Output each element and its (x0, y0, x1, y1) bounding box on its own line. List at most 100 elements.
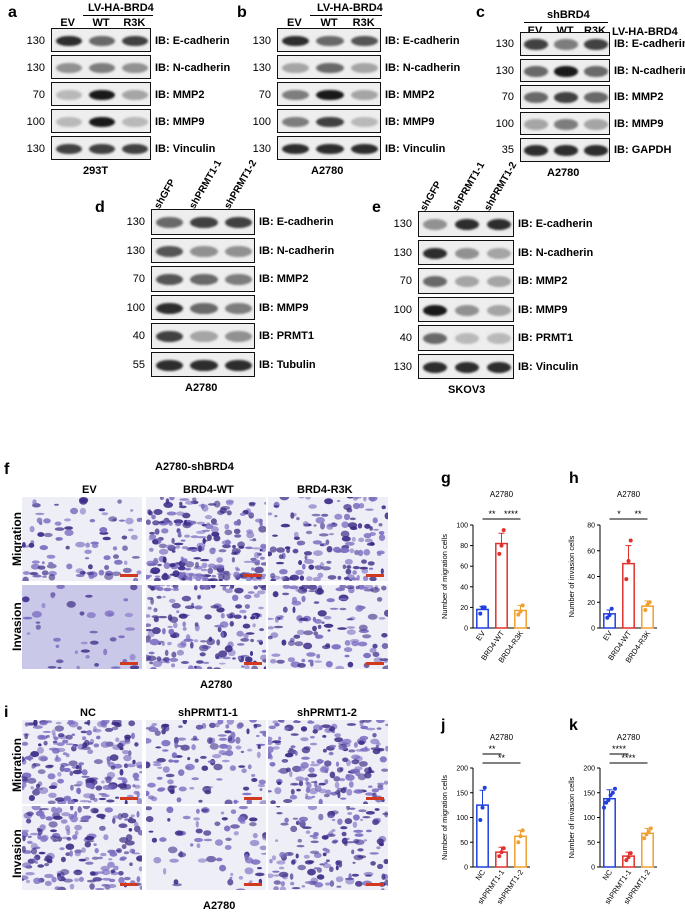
sig-label-g-1: **** (504, 509, 519, 519)
data-point-k-1-0 (624, 858, 629, 863)
band-d-3-0 (155, 302, 183, 314)
band-a-1-1 (89, 62, 115, 74)
ib-label-d-1: IB: N-cadherin (259, 244, 335, 257)
mw-marker-b-0: 130 (252, 34, 271, 47)
band-d-0-0 (155, 217, 183, 229)
data-point-j-1-0 (497, 854, 502, 859)
col-label-i-0: NC (80, 707, 96, 719)
sig-label-j-0: ** (488, 744, 496, 754)
lane-label-b-2: R3K (352, 17, 375, 29)
lane-label-a-1: WT (92, 17, 110, 29)
lane-label-b-1: WT (320, 17, 338, 29)
band-c-4-0 (524, 145, 548, 157)
y-tick-label-k-4: 200 (583, 766, 595, 773)
mw-marker-d-1: 130 (126, 244, 145, 257)
transwell-image-f-1-0 (22, 585, 142, 669)
blot-strip-b-3 (277, 109, 381, 133)
bar-j-1 (495, 851, 508, 868)
scale-bar-f-0-0 (120, 574, 138, 577)
y-tick-label-k-3: 150 (583, 790, 595, 797)
bar-g-0 (476, 608, 489, 629)
panel-label-b: b (237, 4, 247, 21)
blot-strip-d-2 (151, 266, 255, 292)
band-a-0-1 (89, 35, 115, 47)
band-e-0-1 (454, 219, 480, 231)
panel-label-j: j (441, 717, 446, 734)
y-tick-label-h-4: 80 (587, 523, 595, 530)
blot-strip-e-0 (418, 211, 514, 237)
band-e-5-0 (422, 361, 448, 373)
band-e-3-2 (486, 304, 512, 316)
mw-marker-a-2: 70 (32, 88, 45, 101)
band-d-1-2 (225, 245, 253, 257)
y-tick-label-g-0: 0 (464, 626, 468, 633)
construct2-label-c: LV-HA-BRD4 (612, 26, 678, 38)
data-point-h-2-0 (643, 607, 648, 612)
data-point-k-1-2 (628, 851, 633, 856)
band-d-4-0 (155, 331, 183, 343)
band-b-3-0 (281, 116, 309, 128)
transwell-image-i-0-2 (268, 720, 388, 804)
transwell-image-f-1-2 (268, 585, 388, 669)
construct-line-a (83, 15, 153, 16)
cell-line-label-b: A2780 (311, 165, 344, 177)
band-e-0-0 (422, 219, 448, 231)
transwell-cells (146, 497, 266, 581)
y-axis-label-k: Number of invasion cells (567, 776, 576, 858)
panel-label-c: c (476, 4, 485, 21)
construct-label-a: LV-HA-BRD4 (88, 2, 154, 14)
data-point-k-0-2 (606, 798, 611, 803)
band-b-1-1 (316, 62, 344, 74)
ib-label-b-1: IB: N-cadherin (385, 61, 461, 74)
transwell-image-f-0-0 (22, 497, 142, 581)
panel-label-k: k (569, 717, 578, 734)
scale-bar-i-1-2 (366, 883, 384, 886)
construct-label-b: LV-HA-BRD4 (317, 2, 383, 14)
data-point-h-1-1 (626, 559, 631, 564)
band-a-3-2 (122, 116, 149, 128)
band-c-3-1 (554, 118, 578, 130)
data-point-k-2-3 (648, 826, 653, 831)
y-axis-label-g: Number of migration cells (440, 534, 449, 619)
band-a-0-2 (122, 35, 149, 47)
scale-bar-i-0-2 (366, 797, 384, 800)
col-label-f-0: EV (82, 484, 97, 496)
data-point-h-0-1 (607, 613, 612, 618)
band-d-4-2 (225, 331, 253, 343)
transwell-cells (268, 585, 388, 669)
mw-marker-e-2: 70 (399, 275, 412, 288)
lane-label-a-2: R3K (123, 17, 146, 29)
blot-strip-b-0 (277, 28, 381, 52)
band-c-0-1 (554, 39, 578, 51)
mw-marker-e-4: 40 (399, 332, 412, 345)
sig-label-k-0: **** (612, 744, 627, 754)
band-b-0-1 (316, 35, 344, 47)
y-tick-label-k-1: 50 (587, 840, 595, 847)
band-e-4-1 (454, 333, 480, 345)
y-tick-label-g-5: 100 (456, 523, 468, 530)
blot-strip-d-4 (151, 323, 255, 349)
band-a-2-0 (55, 89, 82, 101)
ib-label-e-4: IB: PRMT1 (518, 332, 573, 345)
band-e-1-0 (422, 247, 448, 259)
band-a-2-2 (122, 89, 149, 101)
panel-label-f: f (4, 461, 10, 478)
data-point-k-2-1 (644, 832, 649, 837)
bar-j-0 (476, 804, 489, 868)
blot-strip-b-1 (277, 55, 381, 79)
band-d-5-2 (225, 359, 253, 371)
sig-label-g-0: ** (488, 509, 496, 519)
y-tick-label-k-2: 100 (583, 815, 595, 822)
y-axis-label-h: Number of invasion cells (567, 535, 576, 617)
scale-bar-f-1-1 (244, 662, 262, 665)
scale-bar-i-1-0 (120, 883, 138, 886)
mw-marker-d-3: 100 (126, 301, 145, 314)
band-b-2-2 (351, 89, 379, 101)
band-c-2-2 (584, 92, 608, 104)
cell-line-label-a: 293T (83, 165, 109, 177)
blot-strip-c-1 (520, 58, 610, 82)
band-e-4-0 (422, 333, 448, 345)
mw-marker-a-3: 100 (26, 115, 45, 128)
band-e-0-2 (486, 219, 512, 231)
